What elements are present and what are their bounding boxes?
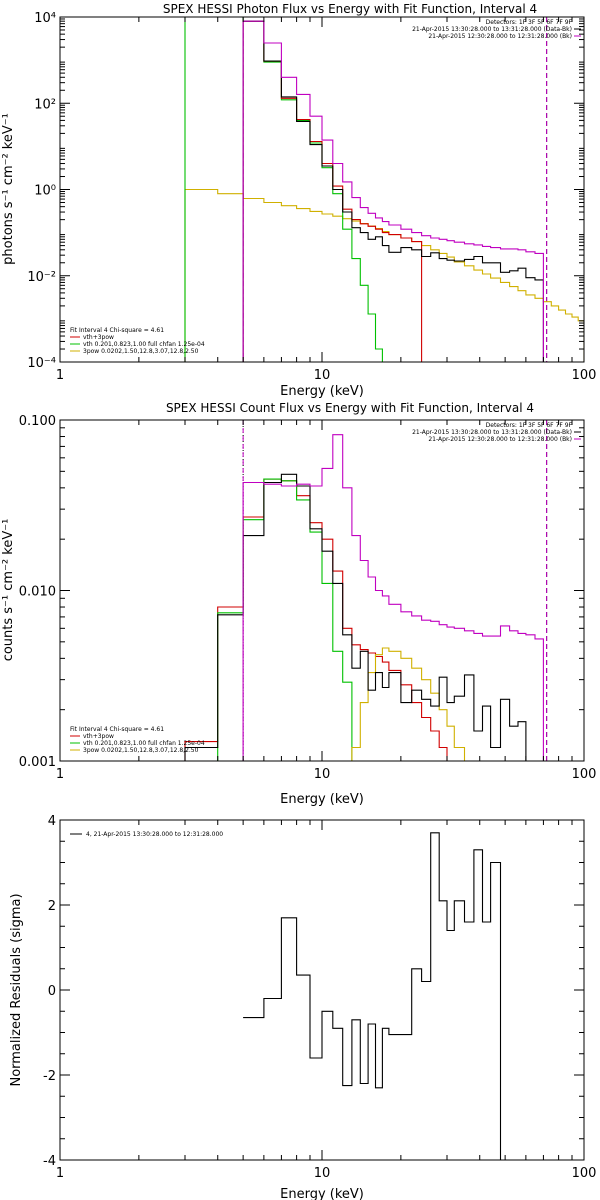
count-y-tick-label: 0.010 — [19, 585, 56, 600]
residuals-y-tick-label: 0 — [48, 984, 56, 999]
count-series-group — [184, 420, 548, 761]
count-series-4-line — [242, 434, 544, 761]
count-y-tick-label: 0.100 — [19, 414, 56, 429]
residuals-panel: 1 10 100 -4 -2 0 2 4 Energy (keV) Normalized Re… — [9, 814, 596, 1200]
count-header-legend-text: 21-Apr-2015 13:30:28.000 to 13:31:28.000… — [412, 429, 572, 436]
count-axes-frame — [59, 419, 585, 762]
photon-x-tick-label: 1 — [56, 368, 64, 383]
photon-header-legend-text: Detectors: 1F 3F 5F 6F 7F 9F — [486, 19, 573, 26]
residuals-y-tick-label: -2 — [43, 1069, 56, 1084]
photon-header-legend-text: 21-Apr-2015 12:30:28.000 to 12:31:28.000… — [428, 33, 572, 40]
photon-fit-legend: Fit Interval 4 Chi-square = 4.61vth+3pow… — [70, 327, 205, 355]
count-fit-legend-text: vth+3pow — [83, 733, 114, 740]
count-header-legend-text: 21-Apr-2015 12:30:28.000 to 12:31:28.000… — [428, 436, 572, 443]
photon-flux-panel: SPEX HESSI Photon Flux vs Energy with Fi… — [1, 2, 596, 399]
count-fit-legend: Fit Interval 4 Chi-square = 4.61vth+3pow… — [70, 726, 205, 754]
count-fit-legend-text: Fit Interval 4 Chi-square = 4.61 — [70, 726, 164, 733]
photon-x-axis-label: Energy (keV) — [280, 384, 364, 399]
residuals-x-tick-label: 100 — [572, 1166, 597, 1181]
photon-axes-frame — [59, 16, 585, 363]
count-x-axis-label: Energy (keV) — [280, 792, 364, 807]
count-y-tick-label: 0.001 — [19, 755, 56, 770]
residuals-plot-area: 1 10 100 -4 -2 0 2 4 — [43, 814, 596, 1181]
photon-fit-legend-text: 3pow 0.0202,1.50,12.8,3.07,12.8,2.50 — [83, 348, 199, 355]
count-x-tick-label: 10 — [314, 767, 331, 782]
count-series-0-line — [184, 478, 455, 761]
count-y-axis-label: counts s⁻¹ cm⁻² keV⁻¹ — [1, 519, 16, 662]
photon-y-axis-label: photons s⁻¹ cm⁻² keV⁻¹ — [1, 113, 16, 265]
photon-y-tick-label: 10⁰ — [34, 184, 56, 199]
photon-x-tick-label: 100 — [572, 368, 597, 383]
photon-fit-legend-text: Fit Interval 4 Chi-square = 4.61 — [70, 327, 164, 334]
photon-header-legend-text: 21-Apr-2015 13:30:28.000 to 13:31:28.000… — [412, 26, 572, 33]
count-fit-legend-text: 3pow 0.0202,1.50,12.8,3.07,12.8,2.50 — [83, 747, 199, 754]
residuals-y-tick-label: -4 — [43, 1154, 56, 1169]
photon-series-0-line — [184, 188, 584, 362]
residuals-series-group — [243, 832, 502, 1160]
residuals-x-ticks: 1 10 100 — [56, 820, 597, 1181]
photon-chart-title: SPEX HESSI Photon Flux vs Energy with Fi… — [163, 2, 537, 16]
residuals-series-0-line — [243, 832, 502, 1160]
photon-series-1-line — [184, 17, 390, 362]
photon-y-ticks: 10⁻⁴ 10⁻² 10⁰ 10² 10⁴ — [27, 11, 584, 371]
photon-series-4-line — [242, 20, 544, 362]
count-header-legend-text: Detectors: 1F 3F 5F 6F 7F 9F — [486, 422, 573, 429]
residuals-x-tick-label: 10 — [314, 1166, 331, 1181]
photon-y-tick-label: 10⁻² — [27, 270, 56, 285]
count-plot-area: 1 10 100 0.001 0.010 0.100 — [19, 414, 597, 782]
residuals-x-axis-label: Energy (keV) — [280, 1187, 364, 1200]
residuals-y-tick-label: 4 — [48, 814, 56, 829]
photon-fit-legend-text: vth+3pow — [83, 334, 114, 341]
count-series-1-line — [217, 478, 361, 761]
residuals-y-tick-label: 2 — [48, 899, 56, 914]
photon-header-legend: Detectors: 1F 3F 5F 6F 7F 9F21-Apr-2015 … — [412, 19, 581, 40]
photon-y-tick-label: 10² — [34, 97, 56, 112]
residuals-y-ticks: -4 -2 0 2 4 — [43, 814, 584, 1169]
count-chart-title: SPEX HESSI Count Flux vs Energy with Fit… — [166, 401, 534, 415]
count-flux-panel: SPEX HESSI Count Flux vs Energy with Fit… — [1, 401, 596, 807]
count-header-legend: Detectors: 1F 3F 5F 6F 7F 9F21-Apr-2015 … — [412, 422, 581, 443]
photon-fit-legend-text: vth 0.201,0.823,1.00 full chfan 1.25e-04 — [83, 341, 205, 348]
count-series-2-line — [351, 647, 475, 761]
count-x-tick-label: 100 — [572, 767, 597, 782]
count-x-tick-label: 1 — [56, 767, 64, 782]
residuals-legend: 4, 21-Apr-2015 13:30:28.000 to 12:31:28.… — [70, 831, 223, 838]
residuals-axes-frame — [59, 819, 585, 1161]
photon-y-tick-label: 10⁻⁴ — [27, 356, 56, 371]
count-y-ticks: 0.001 0.010 0.100 — [19, 414, 584, 770]
photon-x-ticks: 1 10 100 — [56, 17, 597, 383]
photon-y-tick-label: 10⁴ — [34, 11, 56, 26]
photon-x-tick-label: 10 — [314, 368, 331, 383]
photon-series-3-line — [242, 20, 544, 362]
residuals-y-axis-label: Normalized Residuals (sigma) — [9, 893, 24, 1086]
photon-series-group — [184, 17, 584, 362]
residuals-x-tick-label: 1 — [56, 1166, 64, 1181]
residuals-legend-text: 4, 21-Apr-2015 13:30:28.000 to 12:31:28.… — [86, 831, 223, 838]
count-fit-legend-text: vth 0.201,0.823,1.00 full chfan 1.25e-04 — [83, 740, 205, 747]
count-series-3-line — [184, 473, 536, 761]
